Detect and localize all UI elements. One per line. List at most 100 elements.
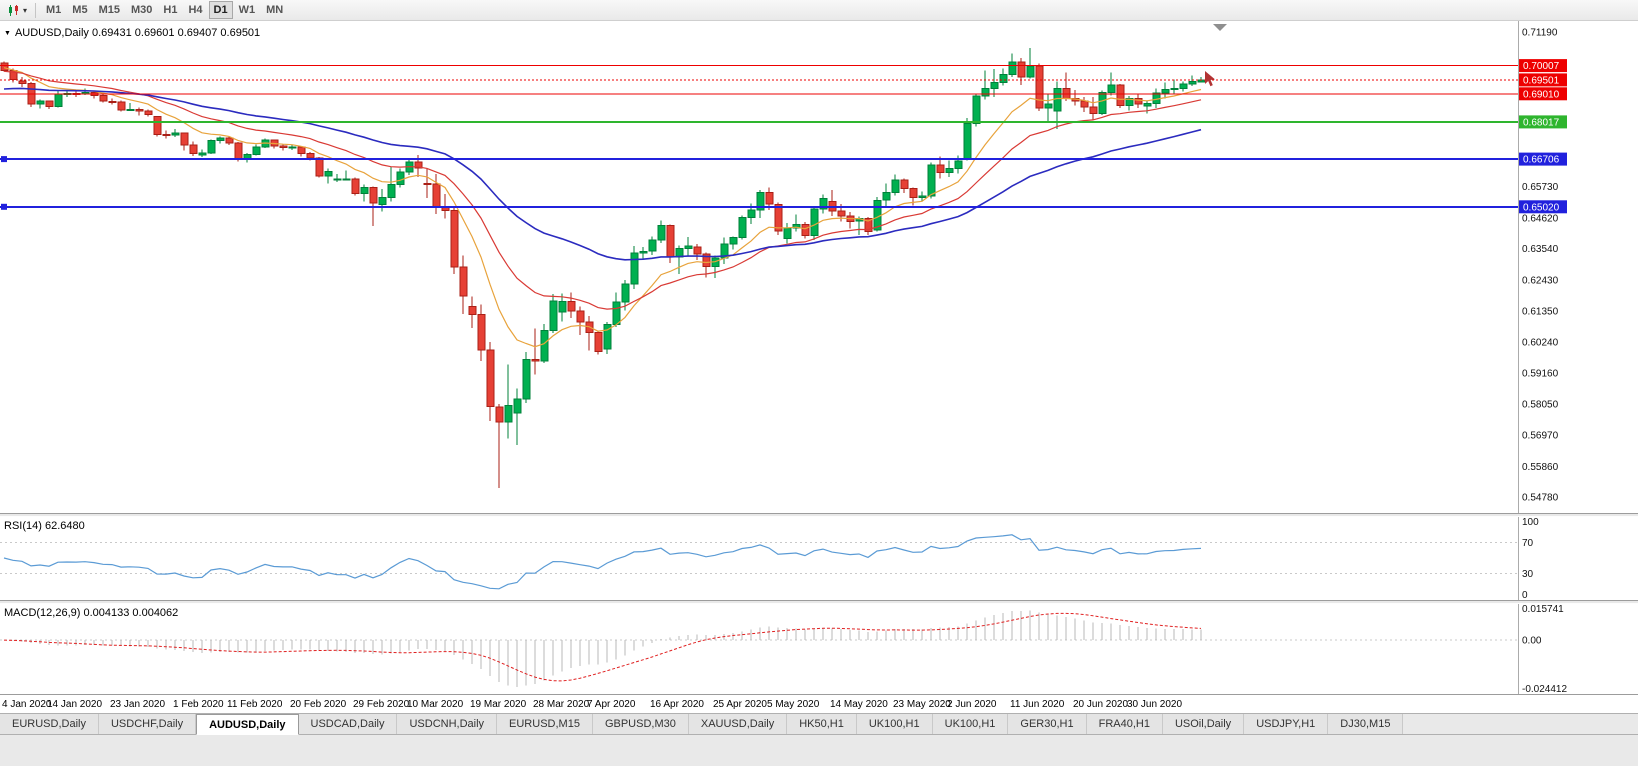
new-chart-button[interactable]: ▾: [3, 1, 30, 20]
svg-text:0.58050: 0.58050: [1522, 400, 1559, 411]
chart-tab-ger30-h1[interactable]: GER30,H1: [1008, 714, 1087, 734]
cursor-arrow: [1205, 71, 1215, 87]
date-label: 23 May 2020: [893, 699, 951, 710]
chart-header: ▼ AUDUSD,Daily 0.69431 0.69601 0.69407 0…: [4, 27, 260, 39]
price-tag: 0.65020: [1519, 200, 1567, 214]
chart-tab-audusd-daily[interactable]: AUDUSD,Daily: [196, 714, 299, 735]
panel-splitter-2[interactable]: [0, 600, 1638, 604]
rsi-line: [3, 534, 1202, 590]
date-label: 14 Jan 2020: [47, 699, 103, 710]
price-tag: 0.69501: [1519, 73, 1567, 87]
rsi-panel: 100 70 30 0 RSI(14) 62.6480: [0, 517, 1638, 600]
chart-tab-usdcnh-daily[interactable]: USDCNH,Daily: [397, 714, 498, 734]
main-chart-canvas[interactable]: 0.71190 0.65730 0.64620 0.63540 0.62430 0.613…: [0, 21, 1638, 513]
chevron-down-icon: ▾: [23, 5, 28, 15]
date-label: 29 Feb 2020: [353, 699, 410, 710]
rsi-panel-canvas[interactable]: 100 70 30 0: [0, 517, 1638, 600]
chart-tab-dj30-m15[interactable]: DJ30,M15: [1328, 714, 1404, 734]
timeframe-button-m30[interactable]: M30: [130, 4, 153, 16]
price-tag: 0.70007: [1519, 59, 1567, 73]
rsi-label: RSI(14) 62.6480: [4, 520, 85, 532]
chart-window: 0.71190 0.65730 0.64620 0.63540 0.62430 0.613…: [0, 21, 1638, 713]
macd-panel: 0.015741 0.00 -0.024412 MACD(12,26,9) 0.00…: [0, 604, 1638, 694]
ma-line-21: [3, 70, 1202, 310]
date-label: 2 Jun 2020: [947, 699, 997, 710]
chart-tab-uk100-h1[interactable]: UK100,H1: [932, 714, 1009, 734]
chart-tab-usdcad-daily[interactable]: USDCAD,Daily: [298, 714, 398, 734]
timeframe-button-w1[interactable]: W1: [238, 4, 256, 16]
chart-tab-hk50-h1[interactable]: HK50,H1: [787, 714, 857, 734]
date-label: 14 May 2020: [830, 699, 888, 710]
timeframe-button-m1[interactable]: M1: [46, 4, 62, 16]
price-tag: 0.66706: [1519, 152, 1567, 166]
panel-splitter[interactable]: [0, 513, 1638, 517]
macd-histogram: [12, 610, 1202, 688]
svg-text:0: 0: [1522, 590, 1528, 600]
chart-tab-xauusd-daily[interactable]: XAUUSD,Daily: [688, 714, 788, 734]
ma-line-10: [3, 67, 1202, 348]
date-label: 7 Apr 2020: [587, 699, 636, 710]
svg-text:0.68017: 0.68017: [1523, 117, 1560, 128]
price-axis-labels: 0.71190 0.65730 0.64620 0.63540 0.62430 0.613…: [1522, 28, 1559, 504]
svg-text:0.54780: 0.54780: [1522, 492, 1559, 503]
macd-signal-line: [3, 612, 1202, 682]
date-label: 11 Jun 2020: [1010, 699, 1065, 710]
date-label: 28 Mar 2020: [533, 699, 590, 710]
timeframe-button-m5[interactable]: M5: [72, 4, 88, 16]
chart-tab-eurusd-daily[interactable]: EURUSD,Daily: [0, 714, 99, 734]
svg-text:0.55860: 0.55860: [1522, 462, 1559, 473]
macd-panel-canvas[interactable]: 0.015741 0.00 -0.024412: [0, 604, 1638, 694]
date-label: 20 Jun 2020: [1073, 699, 1129, 710]
chart-tab-gbpusd-m30[interactable]: GBPUSD,M30: [592, 714, 689, 734]
top-toolbar: ▾ M1 M5 M15 M30 H1 H4 D1 W1 MN: [0, 0, 1638, 21]
chart-tab-fra40-h1[interactable]: FRA40,H1: [1086, 714, 1163, 734]
svg-text:0.66706: 0.66706: [1523, 155, 1560, 166]
chart-tab-usdjpy-h1[interactable]: USDJPY,H1: [1244, 714, 1329, 734]
svg-text:0.70007: 0.70007: [1523, 61, 1560, 72]
date-label: 19 Mar 2020: [470, 699, 527, 710]
chart-tabs-row: EURUSD,Daily USDCHF,Daily AUDUSD,Daily USDC…: [0, 714, 1638, 735]
date-label: 30 Jun 2020: [1127, 699, 1183, 710]
line-handle[interactable]: [1, 156, 7, 163]
price-tag: 0.68017: [1519, 115, 1567, 129]
timeframe-button-m15[interactable]: M15: [98, 4, 120, 16]
chart-tab-eurusd-m15[interactable]: EURUSD,M15: [497, 714, 593, 734]
line-handle[interactable]: [1, 203, 7, 210]
timeframe-button-h4[interactable]: H4: [188, 4, 203, 16]
date-label: 16 Apr 2020: [650, 699, 704, 710]
svg-text:0.65020: 0.65020: [1523, 202, 1560, 213]
svg-text:0.59160: 0.59160: [1522, 368, 1559, 379]
svg-text:-0.024412: -0.024412: [1522, 684, 1567, 694]
chart-title-ohlc: AUDUSD,Daily 0.69431 0.69601 0.69407 0.6…: [14, 27, 261, 39]
collapse-triangle-icon[interactable]: ▼: [4, 29, 11, 37]
svg-text:0.00: 0.00: [1522, 636, 1542, 647]
date-label: 5 May 2020: [767, 699, 820, 710]
svg-text:0.69010: 0.69010: [1523, 89, 1560, 100]
timeframe-button-group: M1 M5 M15 M30 H1 H4 D1 W1 MN: [41, 1, 289, 19]
price-tag: 0.69010: [1519, 87, 1567, 101]
svg-text:70: 70: [1522, 538, 1534, 549]
chart-tab-bar: EURUSD,Daily USDCHF,Daily AUDUSD,Daily USDC…: [0, 713, 1638, 766]
svg-text:0.015741: 0.015741: [1522, 604, 1564, 615]
chart-tab-uk100-h1[interactable]: UK100,H1: [856, 714, 933, 734]
date-label: 11 Feb 2020: [227, 699, 283, 710]
chart-tab-usdchf-daily[interactable]: USDCHF,Daily: [98, 714, 197, 734]
date-label: 4 Jan 2020: [2, 699, 52, 710]
svg-text:0.65730: 0.65730: [1522, 182, 1559, 193]
ma-line-45: [3, 87, 1202, 261]
svg-text:100: 100: [1522, 517, 1539, 528]
svg-text:0.62430: 0.62430: [1522, 276, 1559, 287]
svg-text:0.64620: 0.64620: [1522, 214, 1559, 225]
chart-shift-marker[interactable]: [1213, 24, 1227, 31]
date-label: 20 Feb 2020: [290, 699, 347, 710]
date-label: 25 Apr 2020: [713, 699, 767, 710]
timeframe-button-h1[interactable]: H1: [163, 4, 178, 16]
timeframe-button-mn[interactable]: MN: [266, 4, 284, 16]
date-label: 23 Jan 2020: [110, 699, 166, 710]
svg-text:0.71190: 0.71190: [1522, 28, 1558, 39]
toolbar-separator: [35, 2, 37, 18]
chart-tab-usoil-daily[interactable]: USOil,Daily: [1162, 714, 1245, 734]
time-axis[interactable]: 4 Jan 2020 14 Jan 2020 23 Jan 2020 1 Feb 20…: [0, 694, 1638, 713]
timeframe-button-d1[interactable]: D1: [208, 1, 233, 19]
candles-layer: [0, 47, 1206, 488]
